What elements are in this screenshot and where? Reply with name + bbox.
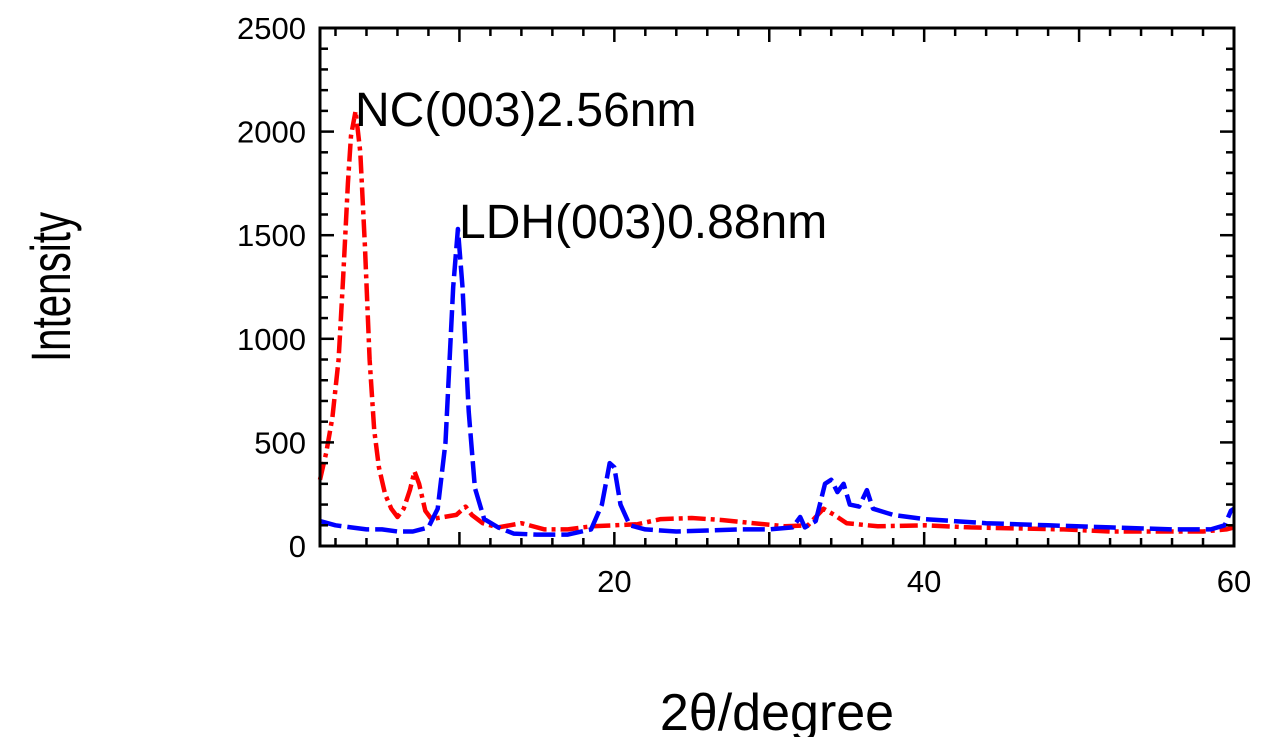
ticks-layer <box>320 26 1236 548</box>
y-axis-label: Intensity <box>21 211 83 362</box>
y-tick-label: 0 <box>289 529 306 564</box>
tick-labels: 0 500 1000 1500 2000 2500 20 40 60 <box>237 11 1251 599</box>
peak-annotation: LDH(003)0.88nm <box>459 196 827 249</box>
y-tick-label: 1000 <box>237 322 306 357</box>
series-line-2 <box>319 226 1236 537</box>
series-line-1 <box>317 108 1235 534</box>
plot-frame <box>318 26 1236 548</box>
series-layer <box>317 108 1236 537</box>
x-tick-label: 60 <box>1217 564 1251 599</box>
peak-annotation: NC(003)2.56nm <box>355 84 696 137</box>
annotations: NC(003)2.56nm LDH(003)0.88nm <box>355 84 827 249</box>
x-axis-label: 2θ/degree <box>660 684 894 737</box>
x-tick-label: 20 <box>597 564 631 599</box>
y-tick-label: 2500 <box>237 11 306 46</box>
x-tick-label: 40 <box>907 564 941 599</box>
y-tick-label: 1500 <box>237 218 306 253</box>
y-tick-label: 2000 <box>237 115 306 150</box>
y-tick-label: 500 <box>254 425 306 460</box>
